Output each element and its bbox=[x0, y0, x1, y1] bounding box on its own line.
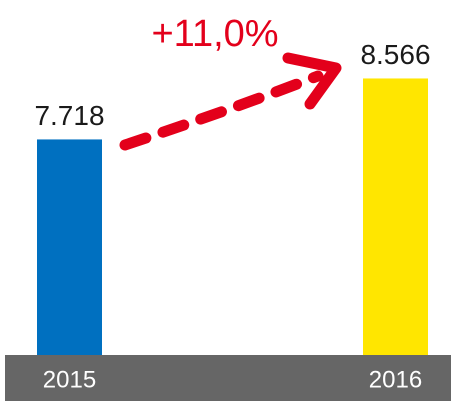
annotation: +11,0% bbox=[151, 13, 278, 55]
value-label: 8.566 bbox=[360, 39, 430, 70]
value-label: 7.718 bbox=[34, 100, 104, 131]
arrow-line bbox=[119, 70, 324, 151]
x-tick-label: 2015 bbox=[43, 366, 96, 393]
bar bbox=[363, 78, 428, 355]
x-tick-label: 2016 bbox=[369, 366, 422, 393]
bar bbox=[37, 139, 102, 355]
category-band bbox=[5, 355, 451, 401]
arrow-head bbox=[282, 52, 342, 110]
